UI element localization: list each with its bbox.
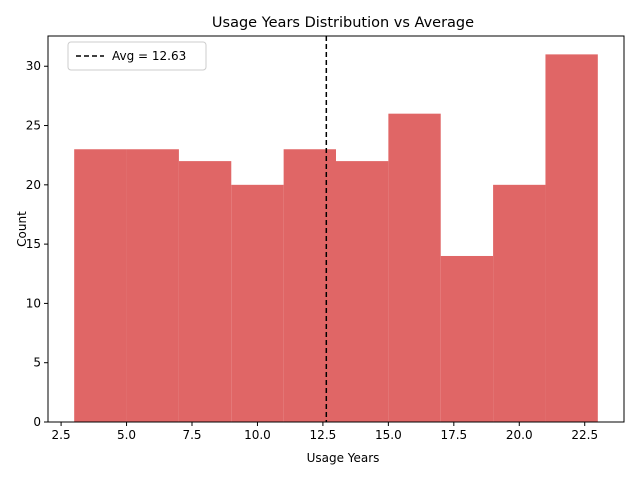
y-tick-label: 5 [33,356,41,370]
x-tick-label: 2.5 [52,428,71,442]
legend-average-label: Avg = 12.63 [112,49,186,63]
histogram-bars [74,54,598,423]
histogram-bar [283,149,336,423]
histogram-bar [493,184,546,422]
plot-frame [47,35,625,423]
histogram-bar [545,54,598,422]
histogram-bar [126,149,179,423]
x-tick-label: 22.5 [571,428,598,442]
chart-title: Usage Years Distribution vs Average [212,15,474,31]
y-tick-label: 15 [26,237,41,251]
y-tick-label: 20 [26,178,41,192]
y-axis-ticks: 0 5 10 15 20 25 30 [26,59,48,429]
x-tick-label: 17.5 [440,428,467,442]
x-axis-label: Usage Years [307,451,380,465]
y-tick-label: 25 [26,119,41,133]
y-axis-label: Count [15,211,29,247]
histogram-bar [74,149,127,423]
x-tick-label: 7.5 [182,428,201,442]
y-tick-label: 10 [26,296,41,310]
histogram-bar [231,184,284,422]
legend: Avg = 12.63 [67,41,207,71]
histogram-bar [440,255,494,422]
x-tick-label: 5.0 [117,428,136,442]
x-tick-label: 15.0 [375,428,402,442]
legend-box [67,41,207,71]
histogram-bar [336,161,389,422]
histogram-bar [178,161,232,422]
x-tick-label: 20.0 [506,428,533,442]
histogram-bar [388,113,441,422]
y-tick-label: 0 [33,415,41,429]
x-axis-ticks: 2.5 5.0 7.5 10.0 12.5 15.0 17.5 20.0 22.5 [52,422,598,442]
x-tick-label: 12.5 [310,428,337,442]
y-tick-label: 30 [26,59,41,73]
x-tick-label: 10.0 [244,428,271,442]
